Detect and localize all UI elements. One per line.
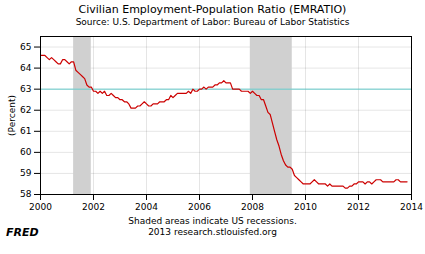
svg-text:65: 65 xyxy=(20,42,31,52)
svg-text:2010: 2010 xyxy=(294,202,317,212)
html-text:Source: U.S. Department of Lab: Source: U.S. Department of Labor: Bureau… xyxy=(75,17,350,27)
svg-text:2014: 2014 xyxy=(400,202,423,212)
html-text:FRED: FRED xyxy=(6,226,39,239)
svg-text:58: 58 xyxy=(20,189,32,199)
svg-text:63: 63 xyxy=(20,84,31,94)
svg-text:62: 62 xyxy=(20,105,31,115)
svg-text:(Percent): (Percent) xyxy=(7,95,17,136)
svg-text:2006: 2006 xyxy=(188,202,211,212)
svg-text:2004: 2004 xyxy=(135,202,158,212)
svg-text:59: 59 xyxy=(20,168,32,178)
html-text:Shaded areas indicate US reces: Shaded areas indicate US recessions. xyxy=(128,216,297,226)
svg-text:2002: 2002 xyxy=(82,202,105,212)
html-text:2013 research.stlouisfed.org: 2013 research.stlouisfed.org xyxy=(148,227,277,237)
html-text:Civilian Employment-Population: Civilian Employment-Population Ratio (EM… xyxy=(78,3,347,16)
svg-text:2012: 2012 xyxy=(347,202,370,212)
svg-text:60: 60 xyxy=(20,147,32,157)
svg-text:2000: 2000 xyxy=(29,202,52,212)
svg-text:64: 64 xyxy=(20,63,32,73)
svg-text:61: 61 xyxy=(20,126,31,136)
svg-text:2008: 2008 xyxy=(241,202,264,212)
